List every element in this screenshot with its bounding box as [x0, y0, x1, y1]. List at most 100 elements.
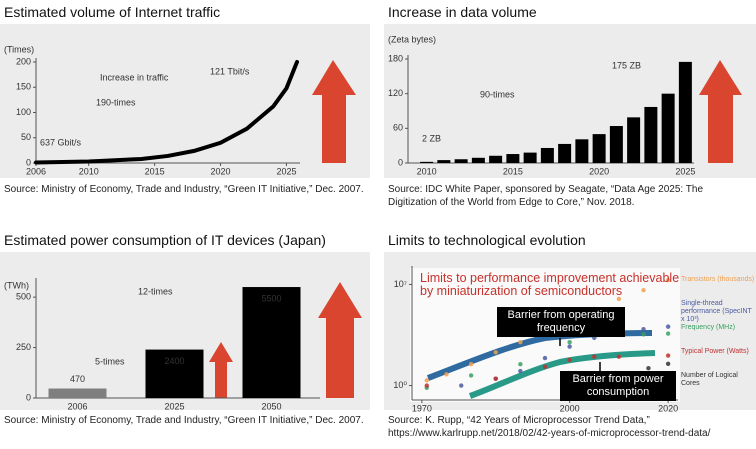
bar [145, 349, 204, 398]
point [665, 353, 671, 358]
x-tick-label: 2020 [211, 166, 231, 176]
bar [540, 147, 554, 163]
point [641, 326, 646, 332]
y-axis-label: (Zeta bytes) [388, 34, 436, 44]
y-tick-label: 60 [393, 123, 403, 133]
y-axis-label: (TWh) [4, 280, 29, 290]
y-tick-label: 0 [398, 157, 403, 167]
chart-title: Limits to technological evolution [388, 232, 586, 248]
x-tick-label: 2010 [79, 166, 99, 176]
annotation: Barrier from operating frequency [497, 307, 625, 337]
legend-entry: Single-thread performance (SpecINT x 10³… [681, 300, 752, 323]
bar [575, 139, 589, 163]
x-tick-label: 2025 [276, 166, 296, 176]
point [665, 324, 671, 329]
source: Source: Ministry of Economy, Trade and I… [4, 415, 364, 426]
annotation: 90-times [480, 89, 515, 99]
point [616, 296, 622, 302]
bar [506, 154, 520, 163]
y-tick-label: 10⁷ [394, 279, 407, 289]
x-tick-label: 2015 [145, 166, 165, 176]
bar [609, 126, 623, 163]
point [641, 332, 646, 337]
legend-entry: Transistors (thousands) [681, 276, 755, 283]
legend-entry: Frequency (MHz) [681, 324, 736, 331]
point [567, 344, 572, 349]
bar [644, 106, 658, 163]
bar [48, 388, 107, 398]
point [542, 364, 548, 369]
trend-curve [468, 350, 656, 399]
y-tick-label: 50 [21, 132, 31, 142]
point [468, 362, 474, 367]
point [567, 357, 572, 363]
point [518, 340, 523, 345]
x-tick-label: 2050 [261, 401, 281, 411]
x-tick-label: 2020 [658, 403, 678, 413]
point [468, 373, 474, 378]
x-tick-label: 2025 [164, 401, 184, 411]
bar [661, 93, 675, 163]
annotation: 637 Gbit/s [40, 137, 82, 147]
bar [678, 61, 692, 164]
bar [242, 287, 301, 398]
y-tick-label: 180 [388, 53, 403, 63]
y-tick-label: 250 [16, 342, 31, 352]
arrow [699, 60, 742, 163]
annotation: 12-times [138, 286, 173, 296]
y-tick-label: 150 [16, 82, 31, 92]
legend-entry: Number of Logical Cores [681, 372, 738, 387]
y-axis-label: (Times) [4, 44, 34, 54]
annotation: 5-times [95, 356, 125, 366]
annotation: 2 ZB [422, 133, 441, 143]
bar [627, 117, 641, 163]
bar [523, 152, 537, 163]
annotation: 175 ZB [612, 60, 641, 70]
y-tick-label: 10⁰ [393, 380, 407, 390]
y-tick-label: 500 [16, 292, 31, 302]
point [518, 368, 523, 374]
y-tick-label: 100 [16, 107, 31, 117]
bar [592, 134, 606, 163]
point [567, 340, 572, 345]
point [424, 383, 429, 388]
point [641, 287, 646, 293]
x-tick-label: 2025 [675, 166, 695, 176]
point [493, 350, 498, 355]
annotation: Limits to performance improvement achiev… [420, 271, 680, 298]
point [665, 361, 671, 367]
annotation: 190-times [96, 97, 136, 107]
bar [454, 159, 468, 163]
panel-bg [0, 24, 370, 178]
x-tick-label: 2020 [589, 166, 609, 176]
x-tick-label: 1970 [412, 403, 432, 413]
point [665, 277, 671, 283]
chart-title: Increase in data volume [388, 4, 537, 20]
bar [471, 157, 485, 163]
point [444, 372, 449, 377]
point [518, 362, 523, 367]
bar [558, 143, 572, 163]
x-tick-label: 2006 [67, 401, 87, 411]
point [459, 383, 464, 388]
source: Source: Ministry of Economy, Trade and I… [4, 184, 364, 195]
x-tick-label: 2015 [503, 166, 523, 176]
x-tick-label: 2006 [26, 166, 46, 176]
y-tick-label: 120 [388, 88, 403, 98]
chart-title: Estimated power consumption of IT device… [4, 232, 326, 248]
y-tick-label: 0 [26, 157, 31, 167]
point [592, 354, 597, 359]
y-tick-label: 200 [16, 56, 31, 66]
legend-entry: Typical Power (Watts) [681, 348, 749, 355]
data-label: 2400 [164, 356, 184, 366]
x-tick-label: 2010 [417, 166, 437, 176]
annotation: 121 Tbit/s [210, 66, 250, 76]
point [646, 365, 651, 371]
chart-title: Estimated volume of Internet traffic [4, 4, 221, 20]
data-label: 5500 [261, 293, 281, 303]
arrow [318, 282, 362, 398]
source: Source: K. Rupp, “42 Years of Microproce… [388, 415, 711, 439]
point [616, 354, 622, 359]
source: Source: IDC White Paper, sponsored by Se… [388, 184, 704, 208]
annotation: Increase in traffic [100, 72, 169, 82]
